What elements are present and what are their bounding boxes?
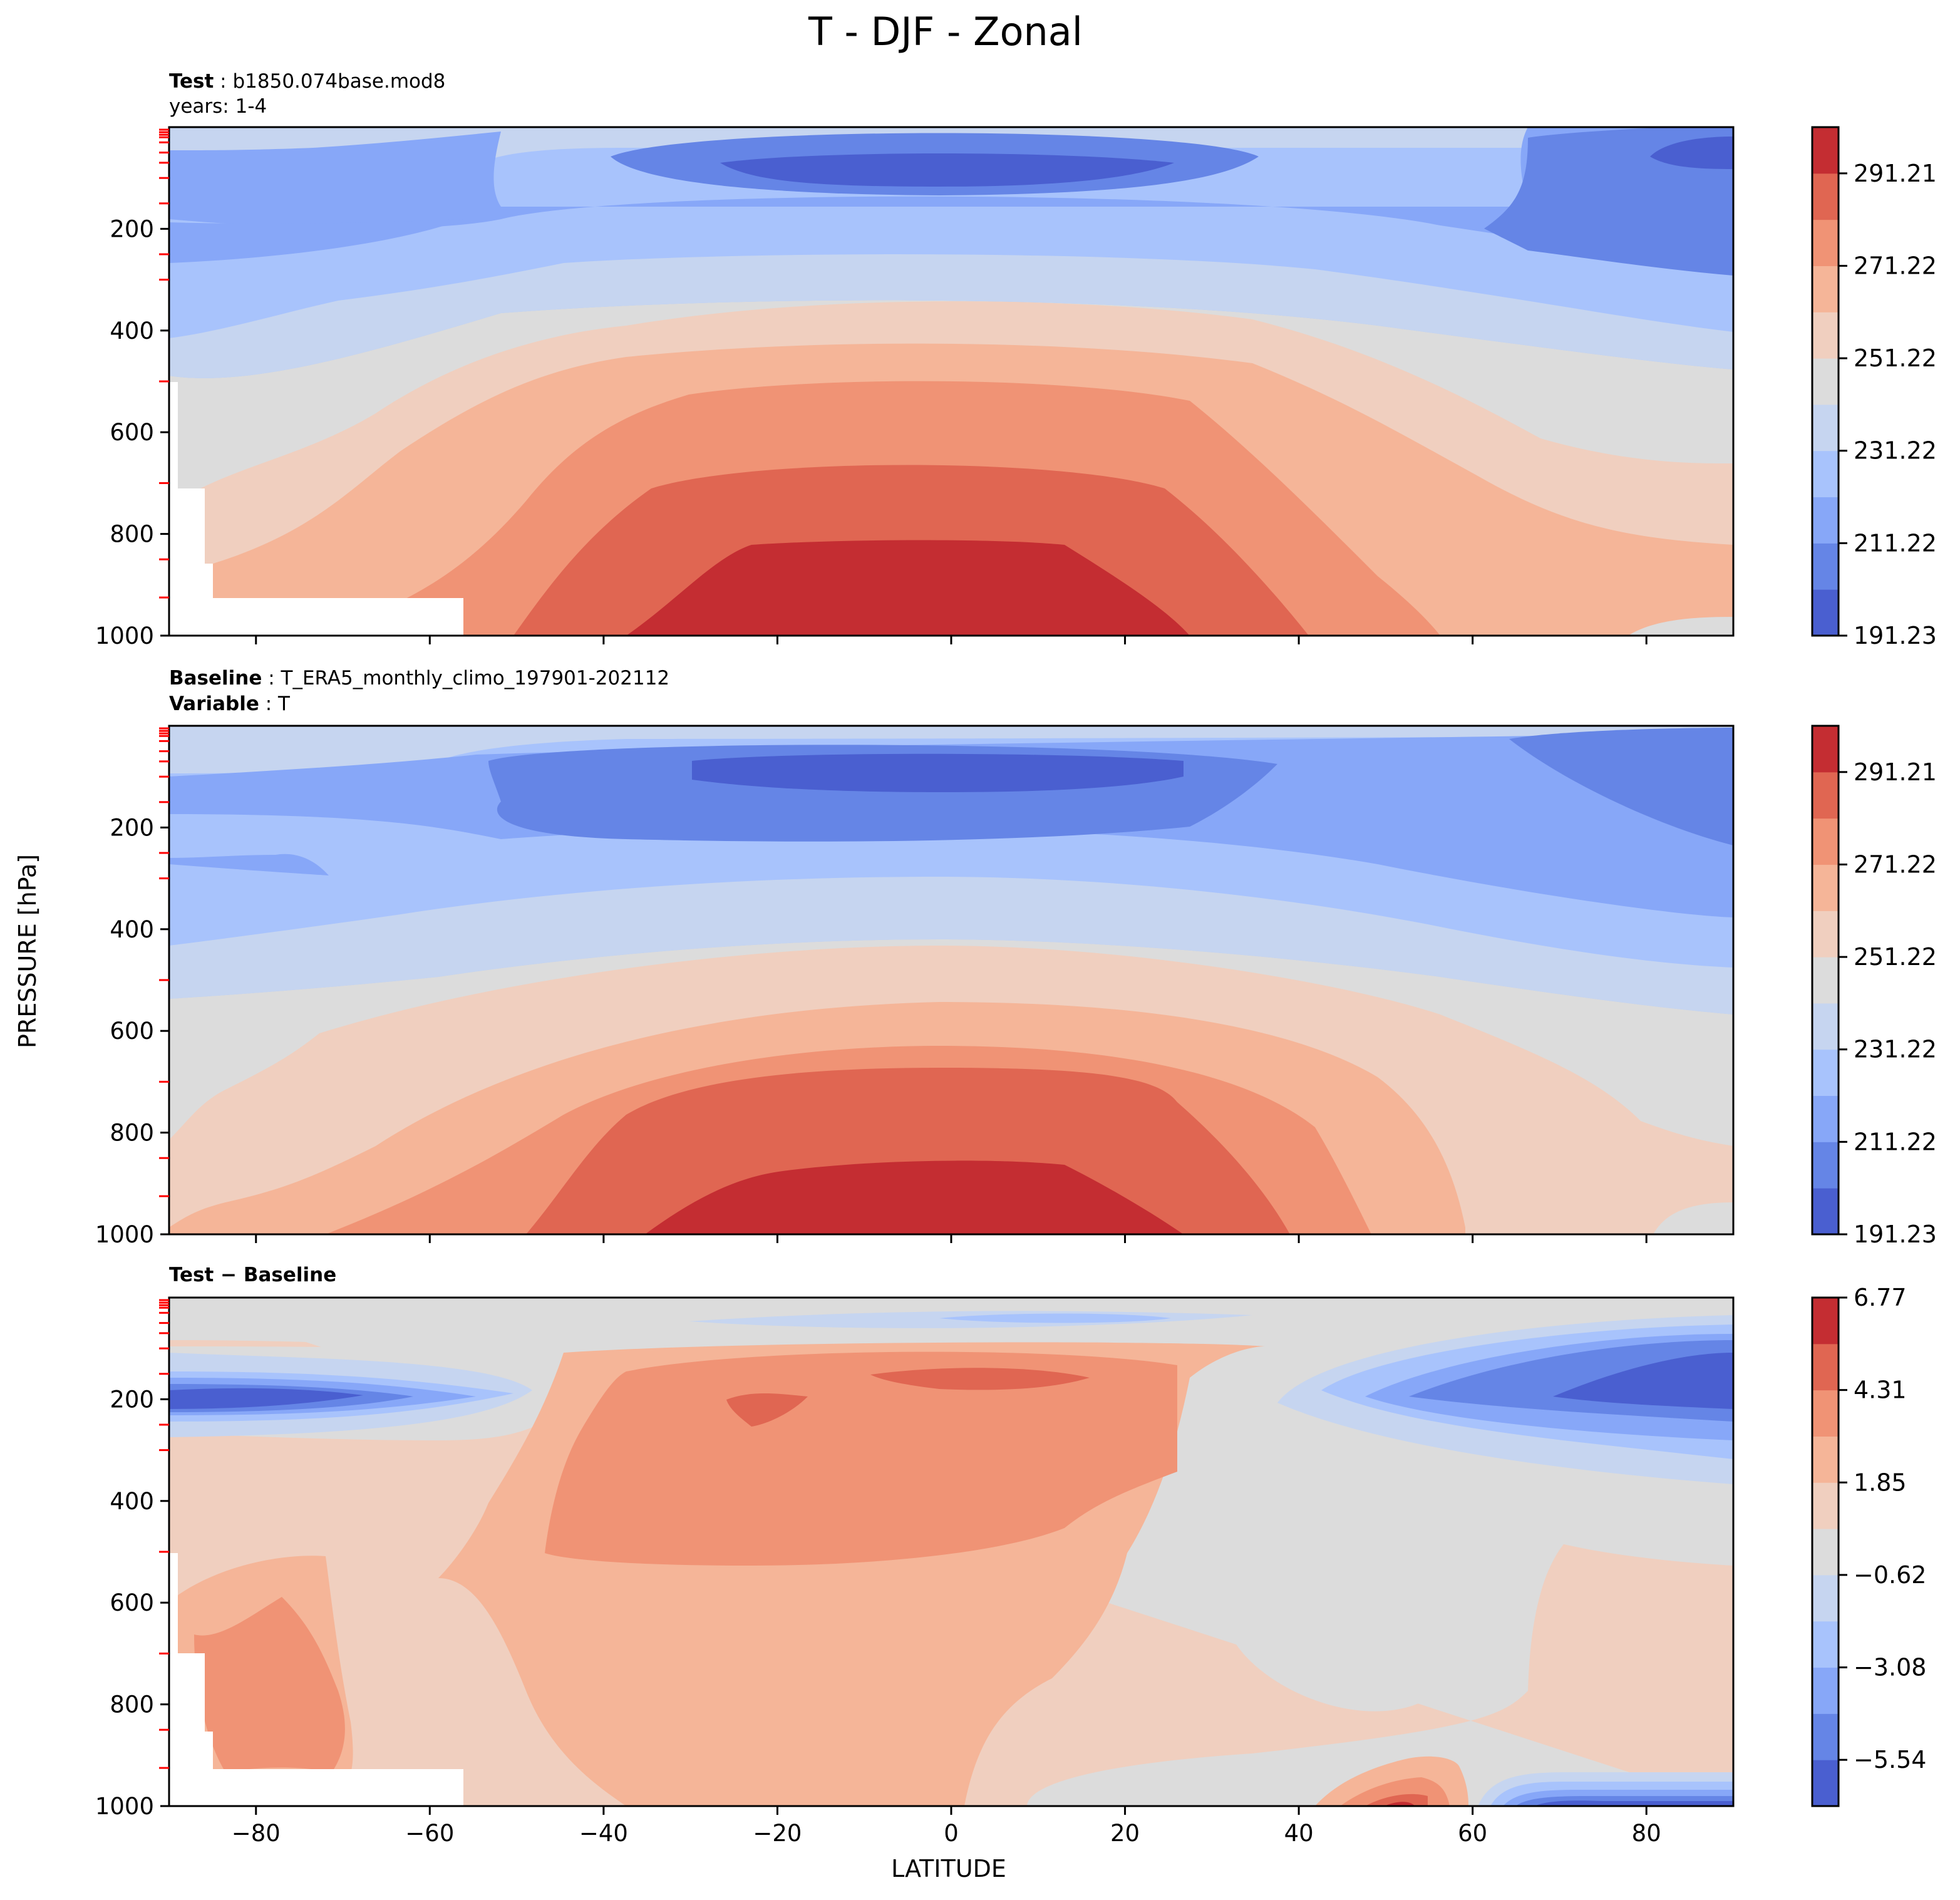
colorbar-band xyxy=(1812,219,1839,266)
x-tick-label: 60 xyxy=(1458,1820,1487,1847)
x-tick-label: −40 xyxy=(579,1820,628,1847)
x-tick-label: 0 xyxy=(944,1820,959,1847)
colorbar-band xyxy=(1812,497,1839,544)
colorbar-band xyxy=(1812,266,1839,312)
x-tick-label: 20 xyxy=(1110,1820,1140,1847)
colorbar-band xyxy=(1812,1574,1839,1622)
test-axis-ticks: 200 400 600 800 1000 xyxy=(95,128,1648,649)
colorbar-band xyxy=(1812,726,1839,773)
colorbar-tick-label: 4.31 xyxy=(1854,1376,1907,1404)
colorbar-tick-label: 291.21 xyxy=(1854,758,1937,786)
diff-contour-field xyxy=(169,1298,1733,1806)
y-tick-label: 600 xyxy=(110,1018,154,1045)
colorbar-band xyxy=(1812,358,1839,405)
colorbar-band xyxy=(1812,818,1839,865)
x-tick-label: −80 xyxy=(232,1820,281,1847)
colorbar-tick-label: 271.22 xyxy=(1854,850,1937,878)
y-tick-label: 400 xyxy=(110,1488,154,1515)
colorbar-tick-label: 191.23 xyxy=(1854,622,1937,649)
colorbar-band xyxy=(1812,1390,1839,1437)
test-colorbar: 291.21 271.22 251.22 231.22 211.22 191.23 xyxy=(1811,126,1937,649)
y-tick-label: 1000 xyxy=(95,1221,154,1248)
test-contour-field xyxy=(169,127,1733,636)
colorbar-tick-label: −3.08 xyxy=(1854,1654,1926,1681)
colorbar-band xyxy=(1812,772,1839,819)
colorbar-tick-label: 251.22 xyxy=(1854,344,1937,372)
diff-colorbar: 6.77 4.31 1.85 −0.62 −3.08 −5.54 xyxy=(1811,1284,1926,1807)
colorbar-band xyxy=(1812,911,1839,958)
y-tick-label: 800 xyxy=(110,521,154,548)
colorbar-band xyxy=(1812,1095,1839,1142)
colorbar-band xyxy=(1812,1667,1839,1714)
y-tick-label: 800 xyxy=(110,1691,154,1718)
diff-axis-ticks: 200 400 600 800 1000 −80 −60 −40 −20 0 20 40 60 80 xyxy=(95,1299,1661,1847)
x-tick-label: 80 xyxy=(1632,1820,1661,1847)
colorbar-tick-label: 211.22 xyxy=(1854,1128,1937,1155)
colorbar-band xyxy=(1812,1529,1839,1576)
panel-diff: Test − Baseline xyxy=(95,1264,1927,1847)
panel-baseline: Baseline : T_ERA5_monthly_climo_197901-2… xyxy=(95,667,1937,1248)
colorbar-tick-label: −5.54 xyxy=(1854,1746,1926,1774)
y-tick-label: 1000 xyxy=(95,1793,154,1820)
colorbar-band xyxy=(1812,1142,1839,1189)
y-tick-label: 600 xyxy=(110,419,154,446)
colorbar-band xyxy=(1812,957,1839,1004)
y-tick-label: 800 xyxy=(110,1120,154,1147)
colorbar-band xyxy=(1812,1713,1839,1760)
colorbar-band xyxy=(1812,1003,1839,1050)
y-tick-label: 200 xyxy=(110,215,154,242)
baseline-axis-ticks: 200 400 600 800 1000 xyxy=(95,727,1648,1248)
colorbar-tick-label: 291.21 xyxy=(1854,160,1937,187)
y-tick-label: 1000 xyxy=(95,622,154,649)
colorbar-band xyxy=(1812,127,1839,174)
y-axis-label: PRESSURE [hPa] xyxy=(14,854,41,1048)
diff-header: Test − Baseline xyxy=(169,1264,336,1286)
colorbar-band xyxy=(1812,1436,1839,1483)
colorbar-tick-label: 211.22 xyxy=(1854,529,1937,557)
colorbar-band xyxy=(1812,450,1839,498)
baseline-contour-field xyxy=(169,726,1733,1234)
colorbar-band xyxy=(1812,1049,1839,1097)
colorbar-band xyxy=(1812,173,1839,220)
y-tick-label: 400 xyxy=(110,318,154,344)
colorbar-band xyxy=(1812,404,1839,452)
colorbar-tick-label: 191.23 xyxy=(1854,1221,1937,1248)
x-tick-label: −60 xyxy=(405,1820,454,1847)
y-tick-label: 600 xyxy=(110,1589,154,1616)
colorbar-band xyxy=(1812,1621,1839,1668)
x-tick-label: 40 xyxy=(1284,1820,1314,1847)
x-axis-label: LATITUDE xyxy=(891,1855,1006,1882)
colorbar-tick-label: 231.22 xyxy=(1854,1036,1937,1063)
colorbar-band xyxy=(1812,1188,1839,1235)
figure-title: T - DJF - Zonal xyxy=(808,9,1083,54)
colorbar-band xyxy=(1812,1343,1839,1391)
colorbar-band xyxy=(1812,312,1839,359)
colorbar-tick-label: 251.22 xyxy=(1854,943,1937,971)
y-tick-label: 200 xyxy=(110,814,154,841)
colorbar-band xyxy=(1812,1482,1839,1529)
test-header-line-1: Test : b1850.074base.mod8 xyxy=(169,70,445,93)
colorbar-tick-label: 1.85 xyxy=(1854,1469,1907,1496)
y-tick-label: 200 xyxy=(110,1386,154,1413)
panel-test: Test : b1850.074base.mod8 years: 1-4 200… xyxy=(95,70,1937,649)
test-header-line-2: years: 1-4 xyxy=(169,95,267,118)
colorbar-tick-label: 271.22 xyxy=(1854,252,1937,279)
baseline-header-line-2: Variable : T xyxy=(169,693,291,715)
baseline-header-line-1: Baseline : T_ERA5_monthly_climo_197901-2… xyxy=(169,667,669,689)
colorbar-band xyxy=(1812,543,1839,590)
colorbar-band xyxy=(1812,1298,1839,1345)
colorbar-tick-label: −0.62 xyxy=(1854,1561,1926,1589)
colorbar-band xyxy=(1812,864,1839,911)
colorbar-tick-label: 6.77 xyxy=(1854,1284,1907,1311)
y-tick-label: 400 xyxy=(110,916,154,943)
baseline-colorbar: 291.21 271.22 251.22 231.22 211.22 191.23 xyxy=(1811,725,1937,1248)
colorbar-tick-label: 231.22 xyxy=(1854,437,1937,465)
colorbar-band xyxy=(1812,1760,1839,1807)
x-tick-label: −20 xyxy=(753,1820,802,1847)
colorbar-band xyxy=(1812,589,1839,636)
